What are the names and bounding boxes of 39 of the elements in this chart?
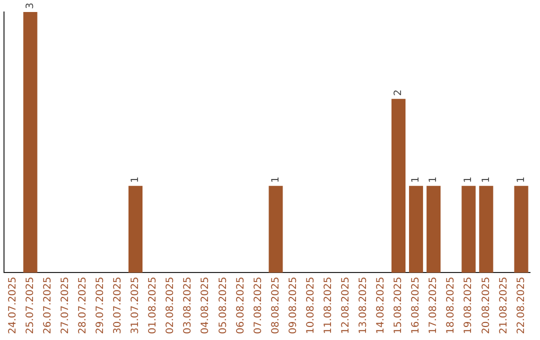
x-tick-label: 02.08.2025 bbox=[165, 276, 176, 334]
x-tick-label: 13.08.2025 bbox=[358, 276, 370, 334]
x-tick-label: 08.08.2025 bbox=[270, 276, 282, 334]
x-tick-label: 04.08.2025 bbox=[200, 276, 212, 334]
data-label: 1 bbox=[270, 176, 282, 183]
x-tick-label: 26.07.2025 bbox=[42, 276, 54, 334]
data-label: 1 bbox=[463, 176, 474, 183]
x-tick-label: 22.08.2025 bbox=[516, 276, 527, 334]
x-tick-label: 11.08.2025 bbox=[322, 276, 334, 334]
x-tick-label: 10.08.2025 bbox=[305, 276, 316, 334]
x-tick-label: 29.07.2025 bbox=[95, 276, 106, 334]
data-label: 1 bbox=[480, 176, 492, 183]
x-tick-label: 14.08.2025 bbox=[376, 276, 387, 334]
x-tick-label: 05.08.2025 bbox=[218, 276, 229, 334]
x-tick-label: 19.08.2025 bbox=[463, 276, 474, 334]
x-tick-label: 21.08.2025 bbox=[498, 276, 510, 334]
x-tick-label: 09.08.2025 bbox=[288, 276, 299, 334]
x-tick-label: 20.08.2025 bbox=[480, 276, 492, 334]
x-tick-label: 03.08.2025 bbox=[182, 276, 194, 334]
x-tick-label: 16.08.2025 bbox=[410, 276, 422, 334]
x-tick-label: 28.07.2025 bbox=[77, 276, 88, 334]
x-tick-label: 25.07.2025 bbox=[24, 276, 36, 334]
x-tick-label: 27.07.2025 bbox=[60, 276, 71, 334]
x-tick-label: 30.07.2025 bbox=[112, 276, 124, 334]
data-label: 1 bbox=[516, 176, 527, 183]
data-label: 1 bbox=[130, 176, 142, 183]
data-label: 1 bbox=[428, 176, 440, 183]
data-label: 2 bbox=[393, 90, 404, 96]
x-tick-label: 17.08.2025 bbox=[428, 276, 440, 334]
x-tick-label: 01.08.2025 bbox=[148, 276, 159, 334]
x-tick-label: 06.08.2025 bbox=[235, 276, 246, 334]
x-tick-label: 15.08.2025 bbox=[393, 276, 404, 334]
x-tick-label: 18.08.2025 bbox=[446, 276, 457, 334]
data-label: 3 bbox=[24, 2, 36, 9]
x-tick-label: 12.08.2025 bbox=[340, 276, 352, 334]
data-label: 1 bbox=[410, 176, 422, 183]
x-tick-label: 24.07.2025 bbox=[7, 276, 18, 334]
x-tick-label: 31.07.2025 bbox=[130, 276, 142, 334]
x-tick-label: 07.08.2025 bbox=[252, 276, 264, 334]
